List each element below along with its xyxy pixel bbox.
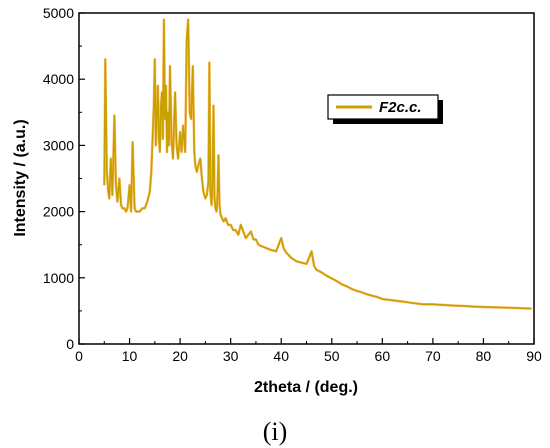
y-tick-label: 1000	[43, 270, 74, 286]
x-tick-label: 10	[122, 348, 138, 364]
plot-frame	[78, 12, 535, 345]
y-axis-title: Intensity / (a.u.)	[12, 119, 29, 236]
legend-label: F2c.c.	[379, 99, 422, 116]
x-tick-label: 0	[75, 348, 83, 364]
y-tick-label: 2000	[43, 204, 74, 220]
legend: F2c.c.	[327, 94, 443, 124]
x-tick-label: 60	[375, 348, 391, 364]
series-line	[103, 18, 532, 310]
x-tick-label: 30	[223, 348, 239, 364]
y-tick-label: 0	[66, 336, 74, 352]
x-tick-label: 40	[273, 348, 289, 364]
x-tick-label: 80	[476, 348, 492, 364]
series-line-highlight	[103, 18, 532, 310]
plot-area	[103, 18, 532, 310]
y-tick-label: 4000	[43, 71, 74, 87]
x-axis-title: 2theta / (deg.)	[254, 379, 358, 396]
x-axis: 0 10 20 30 40 50 60 70 80 90	[75, 338, 542, 364]
y-tick-label: 5000	[43, 5, 74, 21]
x-tick-label: 50	[324, 348, 340, 364]
x-tick-label: 70	[425, 348, 441, 364]
panel-label: (i)	[263, 417, 288, 446]
x-tick-label: 20	[172, 348, 188, 364]
y-tick-label: 3000	[43, 137, 74, 153]
y-axis: 0 1000 2000 3000 4000 5000	[43, 5, 85, 352]
x-tick-label: 90	[526, 348, 542, 364]
